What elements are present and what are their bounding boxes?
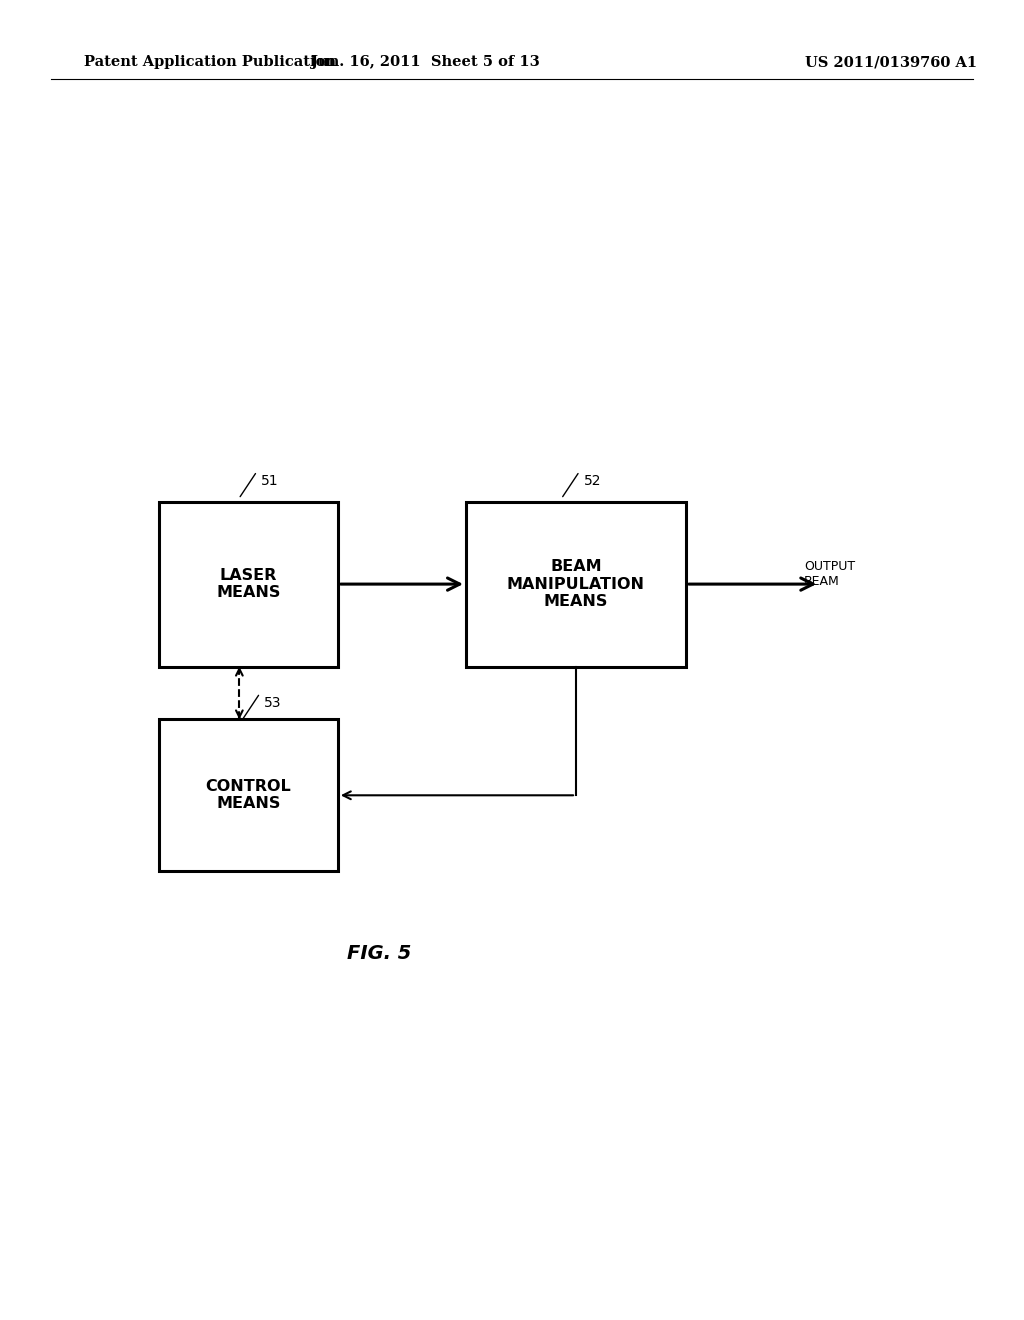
Text: CONTROL
MEANS: CONTROL MEANS	[206, 779, 291, 812]
Text: 52: 52	[584, 474, 601, 488]
Text: BEAM
MANIPULATION
MEANS: BEAM MANIPULATION MEANS	[507, 560, 645, 609]
Bar	[159, 502, 338, 667]
Text: Jun. 16, 2011  Sheet 5 of 13: Jun. 16, 2011 Sheet 5 of 13	[310, 55, 540, 70]
Text: 53: 53	[264, 696, 282, 710]
Text: OUTPUT
BEAM: OUTPUT BEAM	[804, 560, 855, 589]
Text: Patent Application Publication: Patent Application Publication	[84, 55, 336, 70]
Text: FIG. 5: FIG. 5	[347, 944, 411, 962]
Bar	[466, 502, 686, 667]
Bar	[159, 719, 338, 871]
Text: 51: 51	[261, 474, 279, 488]
Text: LASER
MEANS: LASER MEANS	[216, 568, 281, 601]
Text: US 2011/0139760 A1: US 2011/0139760 A1	[805, 55, 977, 70]
